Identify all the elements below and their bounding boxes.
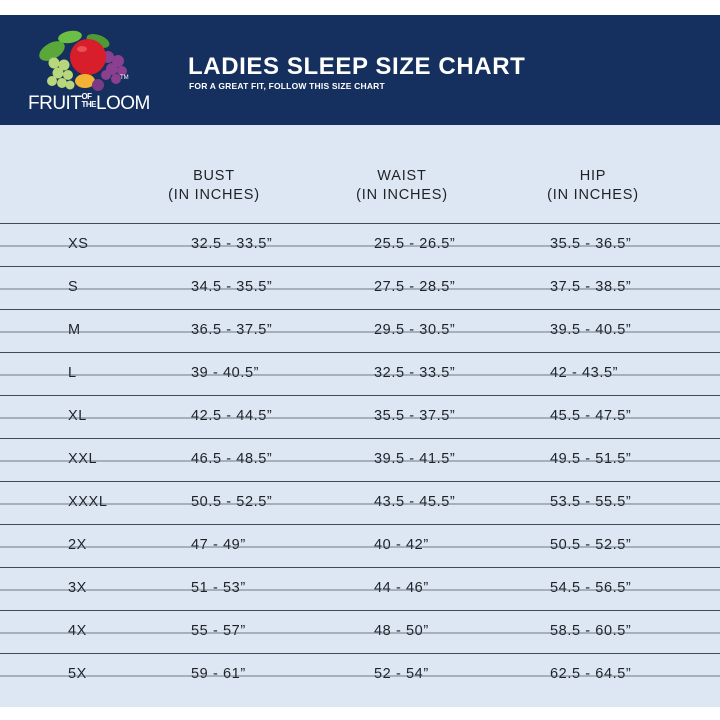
bust-cell: 59 - 61” (191, 666, 246, 682)
size-cell: 4X (68, 623, 87, 639)
waist-cell: 39.5 - 41.5” (374, 451, 456, 467)
hip-cell: 58.5 - 60.5” (550, 623, 632, 639)
brand-name-part1: FRUIT (28, 93, 82, 114)
waist-cell: 35.5 - 37.5” (374, 408, 456, 424)
size-chart: TM FRUITOF THELOOM LADIES SLEEP SIZE CHAR… (0, 15, 720, 707)
table-row: XS 32.5 - 33.5” 25.5 - 26.5” 35.5 - 36.5” (0, 223, 720, 265)
row-separator (0, 567, 720, 590)
column-header-label: BUST (193, 168, 235, 184)
waist-cell: 43.5 - 45.5” (374, 494, 456, 510)
waist-cell: 40 - 42” (374, 537, 429, 553)
column-header-unit: (IN INCHES) (547, 187, 639, 203)
row-separator (0, 352, 720, 375)
bust-cell: 46.5 - 48.5” (191, 451, 273, 467)
page-subtitle: FOR A GREAT FIT, FOLLOW THIS SIZE CHART (189, 81, 385, 91)
bust-cell: 47 - 49” (191, 537, 246, 553)
bust-cell: 32.5 - 33.5” (191, 236, 273, 252)
row-separator (0, 481, 720, 504)
size-cell: XL (68, 408, 87, 424)
hip-cell: 49.5 - 51.5” (550, 451, 632, 467)
hip-cell: 50.5 - 52.5” (550, 537, 632, 553)
waist-cell: 25.5 - 26.5” (374, 236, 456, 252)
row-divider (0, 589, 720, 591)
size-cell: 2X (68, 537, 87, 553)
waist-cell: 29.5 - 30.5” (374, 322, 456, 338)
table-row: L 39 - 40.5” 32.5 - 33.5” 42 - 43.5” (0, 352, 720, 394)
row-separator (0, 223, 720, 246)
column-header-label: WAIST (377, 168, 427, 184)
table-row: XXXL 50.5 - 52.5” 43.5 - 45.5” 53.5 - 55.5” (0, 481, 720, 523)
row-divider (0, 288, 720, 290)
bust-cell: 39 - 40.5” (191, 365, 260, 381)
row-divider (0, 331, 720, 333)
table-row: M 36.5 - 37.5” 29.5 - 30.5” 39.5 - 40.5” (0, 309, 720, 351)
bust-cell: 34.5 - 35.5” (191, 279, 273, 295)
bust-cell: 42.5 - 44.5” (191, 408, 273, 424)
row-separator (0, 266, 720, 289)
table-row: XL 42.5 - 44.5” 35.5 - 37.5” 45.5 - 47.5” (0, 395, 720, 437)
size-cell: XXL (68, 451, 98, 467)
waist-cell: 48 - 50” (374, 623, 429, 639)
waist-cell: 32.5 - 33.5” (374, 365, 456, 381)
hip-cell: 37.5 - 38.5” (550, 279, 632, 295)
size-cell: 5X (68, 666, 87, 682)
table-row: XXL 46.5 - 48.5” 39.5 - 41.5” 49.5 - 51.5” (0, 438, 720, 480)
brand-name-of-the: OF THE (81, 93, 96, 109)
size-cell: XXXL (68, 494, 108, 510)
brand-name: FRUITOF THELOOM (28, 93, 150, 115)
brand-name-part2: LOOM (95, 93, 150, 114)
column-header-hip: HIP (IN INCHES) (503, 167, 683, 205)
brand-name-of: OF (81, 92, 92, 101)
bust-cell: 50.5 - 52.5” (191, 494, 273, 510)
row-separator (0, 610, 720, 633)
size-cell: M (68, 322, 81, 338)
size-cell: XS (68, 236, 89, 252)
table-row: 3X 51 - 53” 44 - 46” 54.5 - 56.5” (0, 567, 720, 609)
table-row: 2X 47 - 49” 40 - 42” 50.5 - 52.5” (0, 524, 720, 566)
row-divider (0, 632, 720, 634)
bust-cell: 36.5 - 37.5” (191, 322, 273, 338)
row-divider (0, 546, 720, 548)
trademark-mark: TM (120, 75, 129, 81)
row-divider (0, 245, 720, 247)
hip-cell: 54.5 - 56.5” (550, 580, 632, 596)
column-header-unit: (IN INCHES) (356, 187, 448, 203)
waist-cell: 52 - 54” (374, 666, 429, 682)
column-header-waist: WAIST (IN INCHES) (312, 167, 492, 205)
column-header-bust: BUST (IN INCHES) (124, 167, 304, 205)
table-row: S 34.5 - 35.5” 27.5 - 28.5” 37.5 - 38.5” (0, 266, 720, 308)
row-divider (0, 374, 720, 376)
size-cell: S (68, 279, 79, 295)
row-separator (0, 524, 720, 547)
hip-cell: 53.5 - 55.5” (550, 494, 632, 510)
size-cell: 3X (68, 580, 87, 596)
row-separator (0, 309, 720, 332)
bust-cell: 55 - 57” (191, 623, 246, 639)
brand-name-the: THE (81, 100, 96, 109)
hip-cell: 42 - 43.5” (550, 365, 619, 381)
fruit-logo-icon (39, 30, 127, 91)
row-separator (0, 395, 720, 418)
waist-cell: 27.5 - 28.5” (374, 279, 456, 295)
page-title: LADIES SLEEP SIZE CHART (188, 53, 526, 80)
row-divider (0, 460, 720, 462)
hip-cell: 45.5 - 47.5” (550, 408, 632, 424)
column-header-label: HIP (579, 168, 607, 184)
row-divider (0, 675, 720, 677)
bust-cell: 51 - 53” (191, 580, 246, 596)
header-banner: TM FRUITOF THELOOM LADIES SLEEP SIZE CHAR… (0, 15, 720, 125)
hip-cell: 62.5 - 64.5” (550, 666, 632, 682)
column-header-unit: (IN INCHES) (168, 187, 260, 203)
hip-cell: 35.5 - 36.5” (550, 236, 632, 252)
table-row: 4X 55 - 57” 48 - 50” 58.5 - 60.5” (0, 610, 720, 652)
table-row: 5X 59 - 61” 52 - 54” 62.5 - 64.5” (0, 653, 720, 695)
row-divider (0, 417, 720, 419)
waist-cell: 44 - 46” (374, 580, 429, 596)
hip-cell: 39.5 - 40.5” (550, 322, 632, 338)
row-separator (0, 653, 720, 676)
size-cell: L (68, 365, 77, 381)
row-divider (0, 503, 720, 505)
row-separator (0, 438, 720, 461)
